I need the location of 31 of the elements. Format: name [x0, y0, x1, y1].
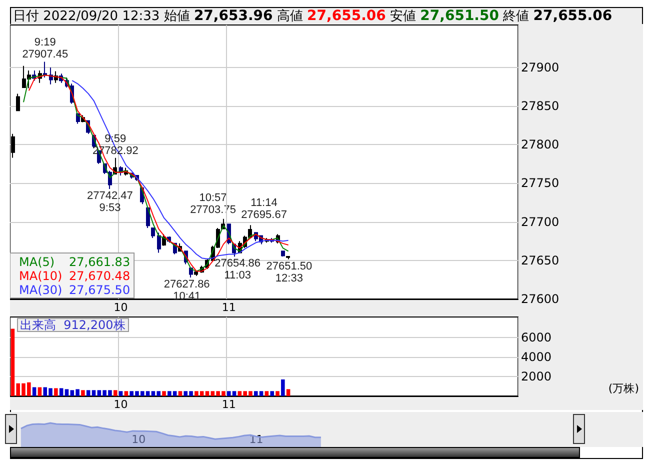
y-tick-label: 27800 [521, 138, 560, 152]
text: MA(5) 27,661.83 [19, 255, 130, 269]
y-axis-title: (万株) [608, 382, 640, 395]
x-tick-label: 10 [132, 433, 146, 446]
text: 高値 27,655.06 [276, 8, 386, 24]
annotation: 10:57 27703.75 [190, 192, 236, 216]
text: MA(30) 27,675.50 [19, 283, 130, 297]
annotation: 27651.50 12:33 [266, 260, 312, 284]
chart-title: 出来高 912,200株 [20, 318, 126, 332]
text: MA(10) 27,670.48 [19, 269, 130, 283]
x-tick-label: 11 [222, 398, 236, 411]
y-tick-label: 2000 [521, 369, 552, 384]
y-tick-label: 6000 [521, 330, 552, 344]
annotation: 11:14 27695.67 [241, 197, 287, 221]
y-tick-label: 27900 [521, 60, 560, 74]
x-tick-label: 10 [114, 301, 128, 314]
y-tick-label: 27750 [521, 176, 560, 190]
x-tick-label: 11 [222, 301, 236, 314]
y-tick-label: 27650 [521, 253, 560, 268]
annotation: 9:19 27907.45 [22, 36, 68, 61]
y-tick-label: 27600 [521, 292, 560, 306]
y-tick-label: 27850 [521, 99, 560, 114]
y-tick-label: 4000 [521, 350, 552, 364]
chart-title: 日付 2022/09/20 12:33 [12, 9, 160, 24]
annotation: 27654.86 11:03 [214, 258, 261, 282]
y-tick-label: 27700 [521, 214, 560, 229]
text: 安値 27,651.50 [389, 8, 499, 24]
text: 始値 27,653.96 [162, 8, 273, 24]
x-tick-label: 10 [114, 398, 128, 411]
text: 終値 27,655.06 [502, 8, 612, 24]
annotation: 27742.47 9:53 [87, 190, 133, 214]
